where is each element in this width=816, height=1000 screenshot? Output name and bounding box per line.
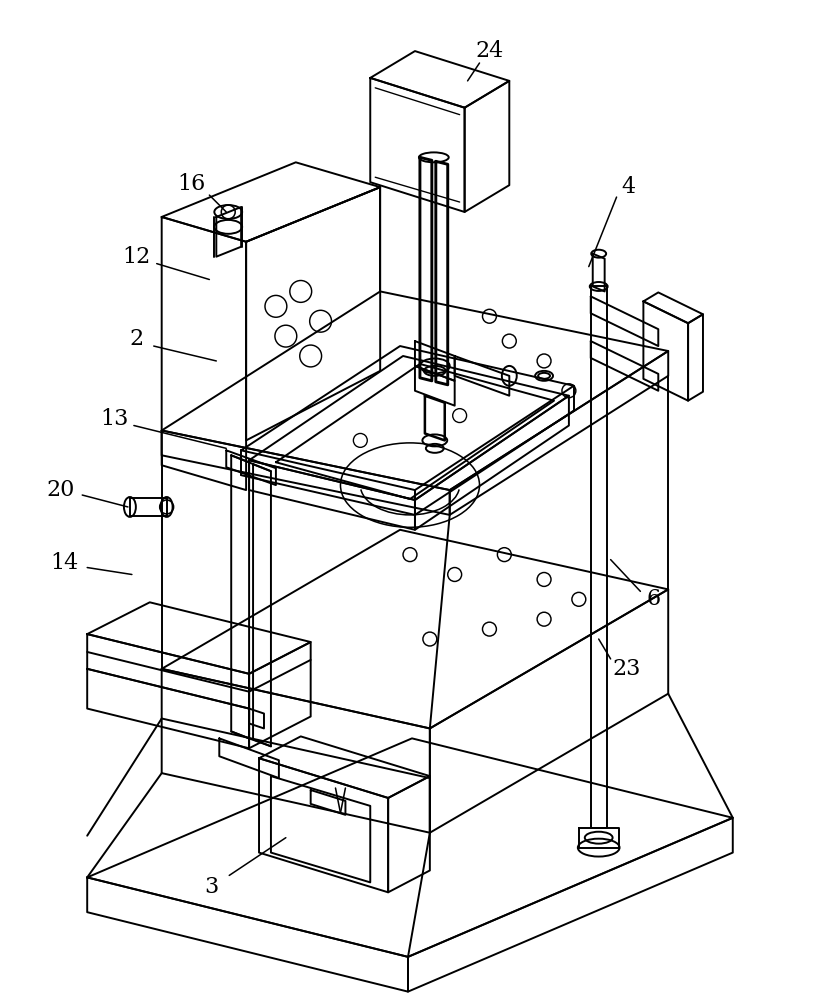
Text: 4: 4 bbox=[622, 176, 636, 198]
Text: 12: 12 bbox=[122, 246, 151, 268]
Text: 24: 24 bbox=[475, 40, 503, 62]
Text: 2: 2 bbox=[130, 328, 144, 350]
Text: 3: 3 bbox=[204, 876, 219, 898]
Text: 20: 20 bbox=[47, 479, 74, 501]
Text: 14: 14 bbox=[51, 552, 78, 574]
Text: 23: 23 bbox=[612, 658, 641, 680]
Text: 16: 16 bbox=[177, 173, 206, 195]
Text: 13: 13 bbox=[100, 408, 128, 430]
Text: 6: 6 bbox=[646, 588, 660, 610]
